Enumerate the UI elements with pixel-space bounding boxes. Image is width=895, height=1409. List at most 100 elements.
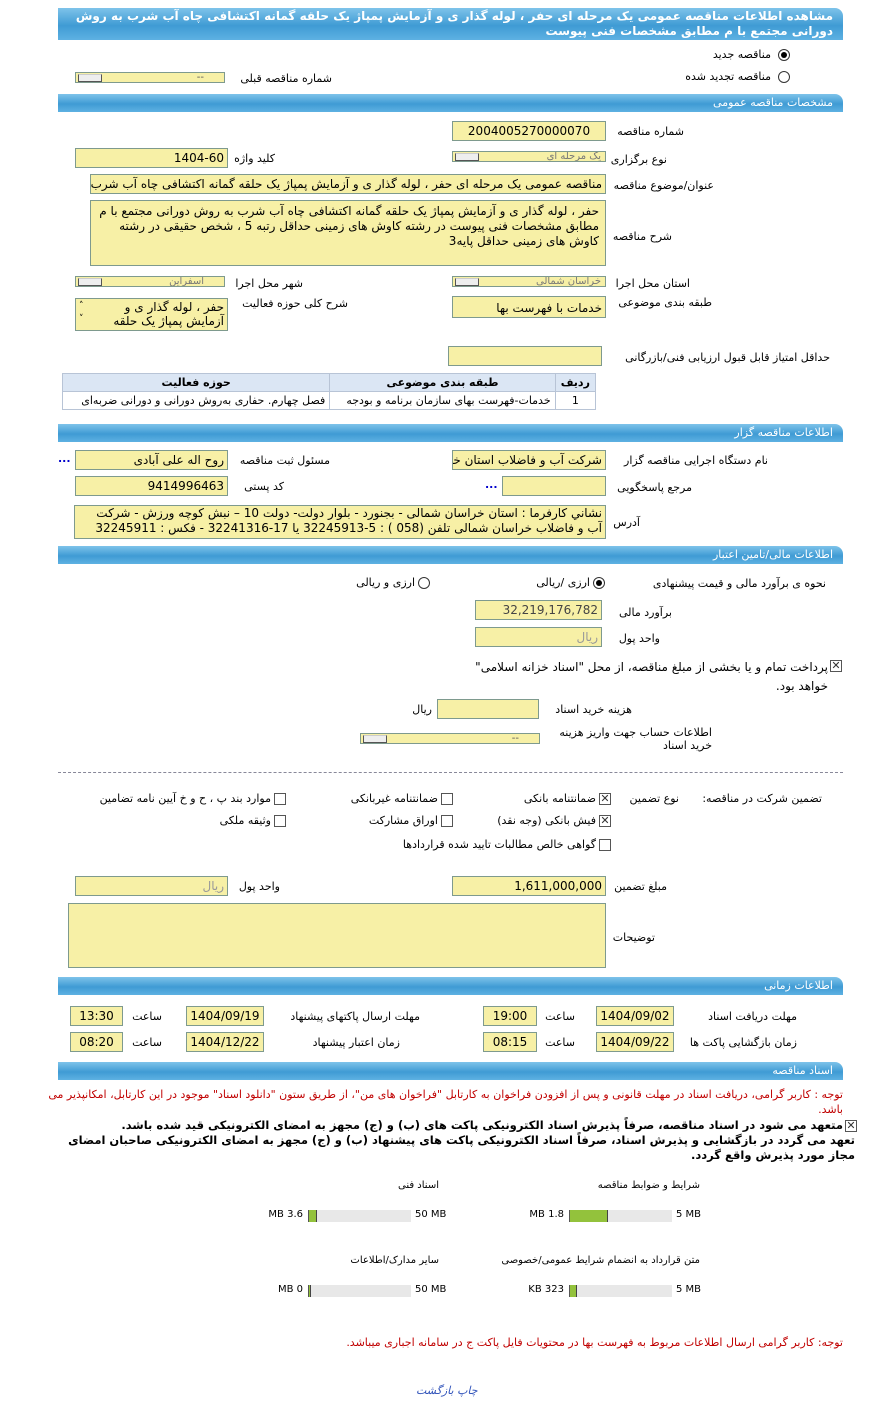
guarantee-option-checkbox[interactable] — [441, 793, 453, 805]
responsible-field: روح اله علی آبادی — [75, 450, 228, 470]
section-timing: اطلاعات زمانی — [58, 977, 843, 995]
documents-note2: توجه: کاربر گرامی ارسال اطلاعات مربوط به… — [346, 1336, 843, 1349]
guarantee-type-label: نوع تضمین — [629, 792, 679, 805]
guarantee-option-label: ضمانتنامه غیربانکی — [350, 792, 438, 805]
commit1-text: متعهد می شود در اسناد مناقصه، صرفاً پذیر… — [121, 1118, 843, 1132]
doc-deadline-label: مهلت دریافت اسناد — [708, 1010, 797, 1023]
print-back-link[interactable]: چاپ بازگشت — [416, 1384, 478, 1397]
type-value: یک مرحله ای — [546, 151, 601, 162]
org-field: شرکت آب و فاضلاب استان خراسان شمالی — [452, 450, 606, 470]
scroll-arrows-icon[interactable]: ˄ ˅ — [79, 301, 84, 324]
doc-deadline-date: 1404/09/02 — [596, 1006, 674, 1026]
file-progress-bar — [308, 1210, 411, 1222]
file-max: 5 MB — [676, 1284, 702, 1295]
guarantee-amount-label: مبلغ تضمین — [614, 880, 667, 893]
postal-field: 9414996463 — [75, 476, 228, 496]
min-score-label: حداقل امتياز قابل قبول ارزیابی فنی/بازرگ… — [625, 351, 830, 364]
currency-rial-radio[interactable] — [418, 577, 430, 589]
currency-field: ریال — [475, 627, 602, 647]
section-finance: اطلاعات مالی/تامین اعتبار — [58, 546, 843, 564]
cell: خدمات-فهرست بهای سازمان برنامه و بودجه — [329, 391, 556, 410]
address-field: نشاني كارفرما : استان خراسان شمالی - بجن… — [74, 505, 606, 539]
guarantee-option-label: وثیقه ملکی — [219, 814, 271, 827]
file-size: 323 KB — [528, 1284, 564, 1295]
scope-label: شرح کلی حوزه فعالیت — [242, 297, 348, 310]
hour-label: ساعت — [545, 1010, 575, 1023]
responsible-more-link[interactable]: ... — [58, 452, 71, 465]
subject-field: مناقصه عمومی یک مرحله ای حفر ، لوله گذار… — [90, 174, 606, 194]
new-tender-radio[interactable] — [778, 49, 790, 61]
account-select[interactable]: -- — [360, 733, 540, 744]
province-value: خراسان شمالی — [535, 276, 601, 287]
guarantee-option-checkbox[interactable] — [441, 815, 453, 827]
file-progress-fill — [309, 1210, 318, 1222]
reference-more-link[interactable]: ... — [485, 478, 498, 491]
guarantee-option-checkbox[interactable]: ✕ — [599, 814, 611, 827]
file-progress-fill — [309, 1285, 311, 1297]
guarantee-option-label: گواهی خالص مطالبات تایید شده قراردادها — [402, 838, 596, 851]
org-label: نام دستگاه اجرایی مناقصه گزار — [624, 454, 768, 467]
submit-date: 1404/09/19 — [186, 1006, 264, 1026]
doc-cost-unit: ریال — [412, 703, 432, 716]
file-progress-bar — [569, 1285, 672, 1297]
activity-table: ردیف طبقه بندی موضوعی حوزه فعالیت 1 خدمات-ف… — [61, 373, 597, 410]
guarantee-option-checkbox[interactable] — [599, 839, 611, 851]
prev-number-select[interactable]: -- — [75, 72, 225, 83]
guarantee-option-label: موارد بند پ ، ح و خ آیین نامه تضامین — [99, 792, 271, 805]
file-progress-bar — [569, 1210, 672, 1222]
guarantee-option-checkbox[interactable] — [274, 793, 286, 805]
keyword-label: کلید واژه — [234, 152, 275, 165]
guarantee-option-label: فیش بانکی (وجه نقد) — [497, 814, 596, 827]
file-size: 1.8 MB — [529, 1209, 564, 1220]
guarantee-option-label: ضمانتنامه بانکی — [523, 792, 596, 805]
rial-label: ارزی /ریالی — [536, 576, 590, 589]
notes-label: توضیحات — [612, 931, 655, 944]
scope-listbox[interactable]: حفر ، لوله گذار ی و آزمایش پمپاژ یک حلقه… — [75, 298, 228, 331]
currency-label: واحد پول — [618, 632, 660, 645]
description-label: شرح مناقصه — [612, 230, 672, 243]
file-max: 50 MB — [415, 1209, 447, 1220]
file-label: شرایط و ضوابط مناقصه — [597, 1180, 700, 1191]
cell: فصل چهارم. حفاری به‌روش دورانی و دورانی … — [61, 391, 331, 410]
estimate-field: 32,219,176,782 — [475, 600, 602, 620]
guarantee-label: تضمین شرکت در مناقصه: — [702, 792, 822, 805]
page-title: مشاهده اطلاعات مناقصه عمومی یک مرحله ای … — [75, 9, 833, 38]
open-label: زمان بازگشایی پاکت ها — [689, 1036, 797, 1049]
rial-radio[interactable] — [593, 577, 605, 589]
guarantee-option-checkbox[interactable]: ✕ — [599, 792, 611, 805]
section-documents: اسناد مناقصه — [58, 1062, 843, 1080]
category-field: خدمات با فهرست بها — [452, 296, 606, 318]
type-select[interactable]: یک مرحله ای — [452, 151, 606, 162]
treasury-checkbox[interactable]: ✕ — [830, 659, 842, 672]
file-progress-bar — [308, 1285, 411, 1297]
file-max: 50 MB — [415, 1284, 447, 1295]
validity-time: 08:20 — [70, 1032, 123, 1052]
tender-number-field: 2004005270000070 — [452, 121, 606, 141]
city-label: شهر محل اجرا — [235, 277, 303, 290]
treasury-text: پرداخت تمام و یا بخشی از مبلغ مناقصه، از… — [475, 660, 828, 693]
file-progress-fill — [570, 1210, 608, 1222]
commit-checkbox[interactable]: ✕ — [845, 1119, 857, 1132]
renewed-tender-radio[interactable] — [778, 71, 790, 83]
subject-label: عنوان/موضوع مناقصه — [613, 179, 714, 192]
file-label: متن قرارداد به انضمام شرایط عمومی/خصوصی — [501, 1255, 700, 1266]
file-max: 5 MB — [676, 1209, 702, 1220]
reference-label: مرجع پاسخگویی — [617, 481, 692, 494]
city-value: اسفراین — [169, 276, 204, 287]
hour-label: ساعت — [132, 1036, 162, 1049]
city-select[interactable]: اسفراین — [75, 276, 225, 287]
min-score-field — [448, 346, 602, 366]
guarantee-unit-field: ریال — [75, 876, 228, 896]
province-select[interactable]: خراسان شمالی — [452, 276, 606, 287]
postal-label: کد پستی — [244, 480, 284, 493]
account-label: اطلاعات حساب جهت واریز هزینه خرید اسناد — [559, 726, 712, 752]
account-value: -- — [511, 733, 519, 744]
estimate-label: برآورد مالی — [619, 606, 672, 619]
guarantee-option-checkbox[interactable] — [274, 815, 286, 827]
tender-number-label: شماره مناقصه — [617, 125, 684, 138]
cell: 1 — [554, 391, 597, 410]
category-label: طبقه بندی موضوعی — [618, 296, 712, 309]
doc-cost-label: هزینه خرید اسناد — [555, 703, 632, 716]
table-row: 1 خدمات-فهرست بهای سازمان برنامه و بودجه ف… — [61, 391, 597, 410]
col-category: طبقه بندی موضوعی — [329, 373, 556, 392]
